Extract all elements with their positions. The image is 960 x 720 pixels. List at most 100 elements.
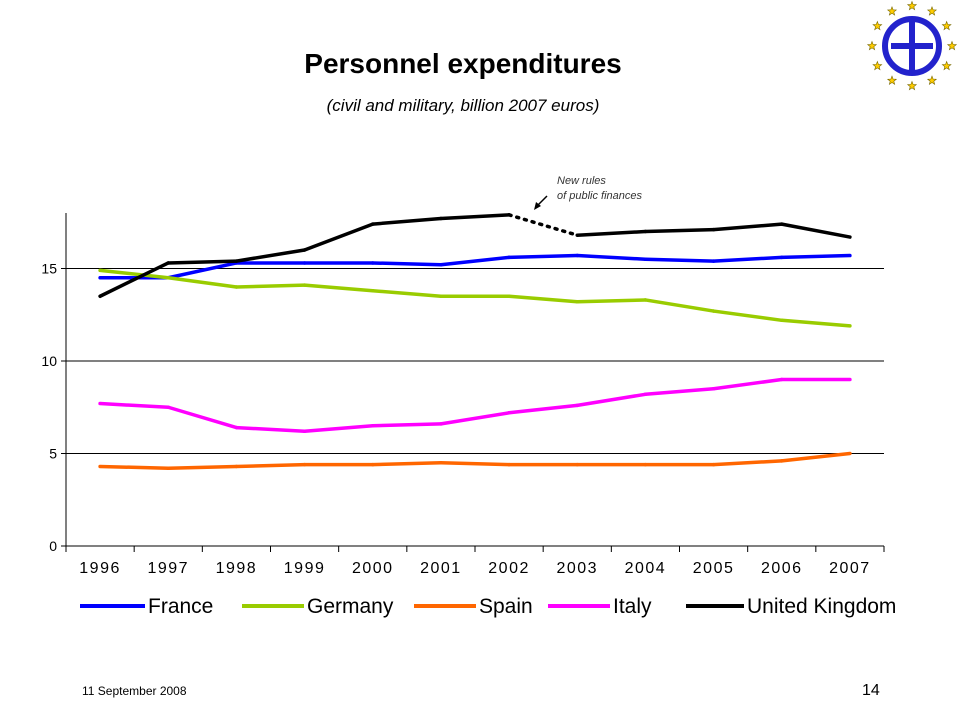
series-segment-france xyxy=(711,255,784,263)
series-segment-united-kingdom xyxy=(575,229,648,237)
data-point-italy xyxy=(575,403,579,407)
data-point-spain xyxy=(575,463,579,467)
data-point-germany xyxy=(575,300,579,304)
series-segment-united-kingdom xyxy=(711,222,784,232)
series-segment-italy xyxy=(711,377,784,391)
series-segment-united-kingdom xyxy=(302,222,375,252)
series-segment-germany xyxy=(711,309,784,323)
data-point-germany xyxy=(780,318,784,322)
data-point-germany xyxy=(234,285,238,289)
series-segment-spain xyxy=(371,461,443,467)
data-point-united-kingdom xyxy=(234,259,238,263)
logo-star xyxy=(941,60,952,71)
data-point-germany xyxy=(507,294,511,298)
footer-date: 11 September 2008 xyxy=(82,684,187,698)
data-point-germany xyxy=(439,294,443,298)
series-segment-france xyxy=(166,261,239,280)
data-point-germany xyxy=(712,309,716,313)
data-point-germany xyxy=(643,298,647,302)
data-point-italy xyxy=(712,387,716,391)
x-tick-label: 2002 xyxy=(488,560,530,577)
series-segment-united-kingdom xyxy=(166,259,239,265)
series-segment-germany xyxy=(234,283,307,289)
data-point-france xyxy=(507,255,511,259)
series-segment-spain xyxy=(439,461,511,467)
x-tick-label: 1999 xyxy=(284,560,326,577)
data-point-france xyxy=(712,259,716,263)
series-segment-united-kingdom xyxy=(371,216,443,226)
data-point-italy xyxy=(780,378,784,381)
series-segment-italy xyxy=(643,387,716,397)
series-segment-italy xyxy=(575,392,648,408)
data-point-italy xyxy=(643,392,647,396)
data-point-germany xyxy=(303,283,307,287)
data-point-spain xyxy=(303,463,307,467)
chart-subtitle: (civil and military, billion 2007 euros) xyxy=(326,96,600,115)
data-point-united-kingdom xyxy=(166,261,170,265)
series-segment-spain xyxy=(166,464,239,471)
series-segment-italy xyxy=(507,403,579,415)
logo-star xyxy=(906,0,918,11)
logo-star xyxy=(926,75,938,85)
chart-title: Personnel expenditures xyxy=(304,48,622,79)
series-segment-france xyxy=(643,257,716,263)
data-point-france xyxy=(575,254,579,258)
data-point-germany xyxy=(371,289,375,293)
legend-label: Italy xyxy=(613,595,652,618)
x-tick-label: 2000 xyxy=(352,560,394,577)
y-tick-label: 0 xyxy=(49,538,57,554)
data-point-spain xyxy=(712,463,716,467)
series-segment-united-kingdom xyxy=(643,227,716,234)
series-segment-germany xyxy=(575,298,648,304)
logo-star xyxy=(886,75,898,85)
data-point-spain xyxy=(98,464,102,468)
series-segment-germany xyxy=(507,294,579,304)
series-segment-germany xyxy=(98,268,170,280)
data-point-italy xyxy=(507,411,511,415)
data-point-france xyxy=(303,261,307,265)
data-point-spain xyxy=(780,459,784,463)
x-tick-label: 2004 xyxy=(625,560,667,577)
series-segment-spain xyxy=(780,451,852,463)
x-tick-label: 1996 xyxy=(79,560,121,577)
data-point-united-kingdom xyxy=(643,230,647,233)
series-segment-germany xyxy=(643,298,716,313)
data-point-united-kingdom xyxy=(507,213,511,217)
series-segment-united-kingdom xyxy=(98,261,170,298)
data-point-germany xyxy=(848,324,852,328)
series-segment-spain xyxy=(711,459,784,467)
series-segment-france xyxy=(507,253,579,260)
eu-star-circle-logo-icon xyxy=(866,0,958,91)
annotation-line2: of public finances xyxy=(557,190,642,202)
data-point-united-kingdom xyxy=(780,222,784,226)
data-point-united-kingdom xyxy=(371,222,375,226)
series-segment-united-kingdom xyxy=(507,213,579,237)
series-segment-italy xyxy=(302,424,375,434)
x-tick-label: 2001 xyxy=(420,560,462,577)
data-point-spain xyxy=(234,464,238,468)
logo-star xyxy=(926,6,938,16)
series-segment-france xyxy=(575,253,648,261)
annotation-line1: New rules xyxy=(557,175,606,187)
data-point-germany xyxy=(98,268,102,272)
page-number: 14 xyxy=(862,682,880,699)
x-tick-label: 2006 xyxy=(761,560,803,577)
logo-star xyxy=(872,20,883,31)
x-tick-label: 2005 xyxy=(693,560,735,577)
data-point-italy xyxy=(439,422,443,426)
series-segment-italy xyxy=(234,425,307,434)
logo-star xyxy=(866,40,878,51)
series-segment-germany xyxy=(302,283,375,293)
data-point-united-kingdom xyxy=(439,217,443,221)
x-tick-label: 1997 xyxy=(147,560,189,577)
series-segment-italy xyxy=(166,405,239,430)
series-segment-italy xyxy=(439,411,511,426)
data-point-france xyxy=(371,261,375,265)
data-point-italy xyxy=(234,426,238,430)
series-segment-germany xyxy=(166,276,239,289)
data-point-france xyxy=(848,254,852,258)
y-tick-label: 5 xyxy=(49,446,57,462)
series-segment-germany xyxy=(371,288,443,298)
legend-label: Spain xyxy=(479,595,533,618)
data-point-france xyxy=(780,255,784,259)
